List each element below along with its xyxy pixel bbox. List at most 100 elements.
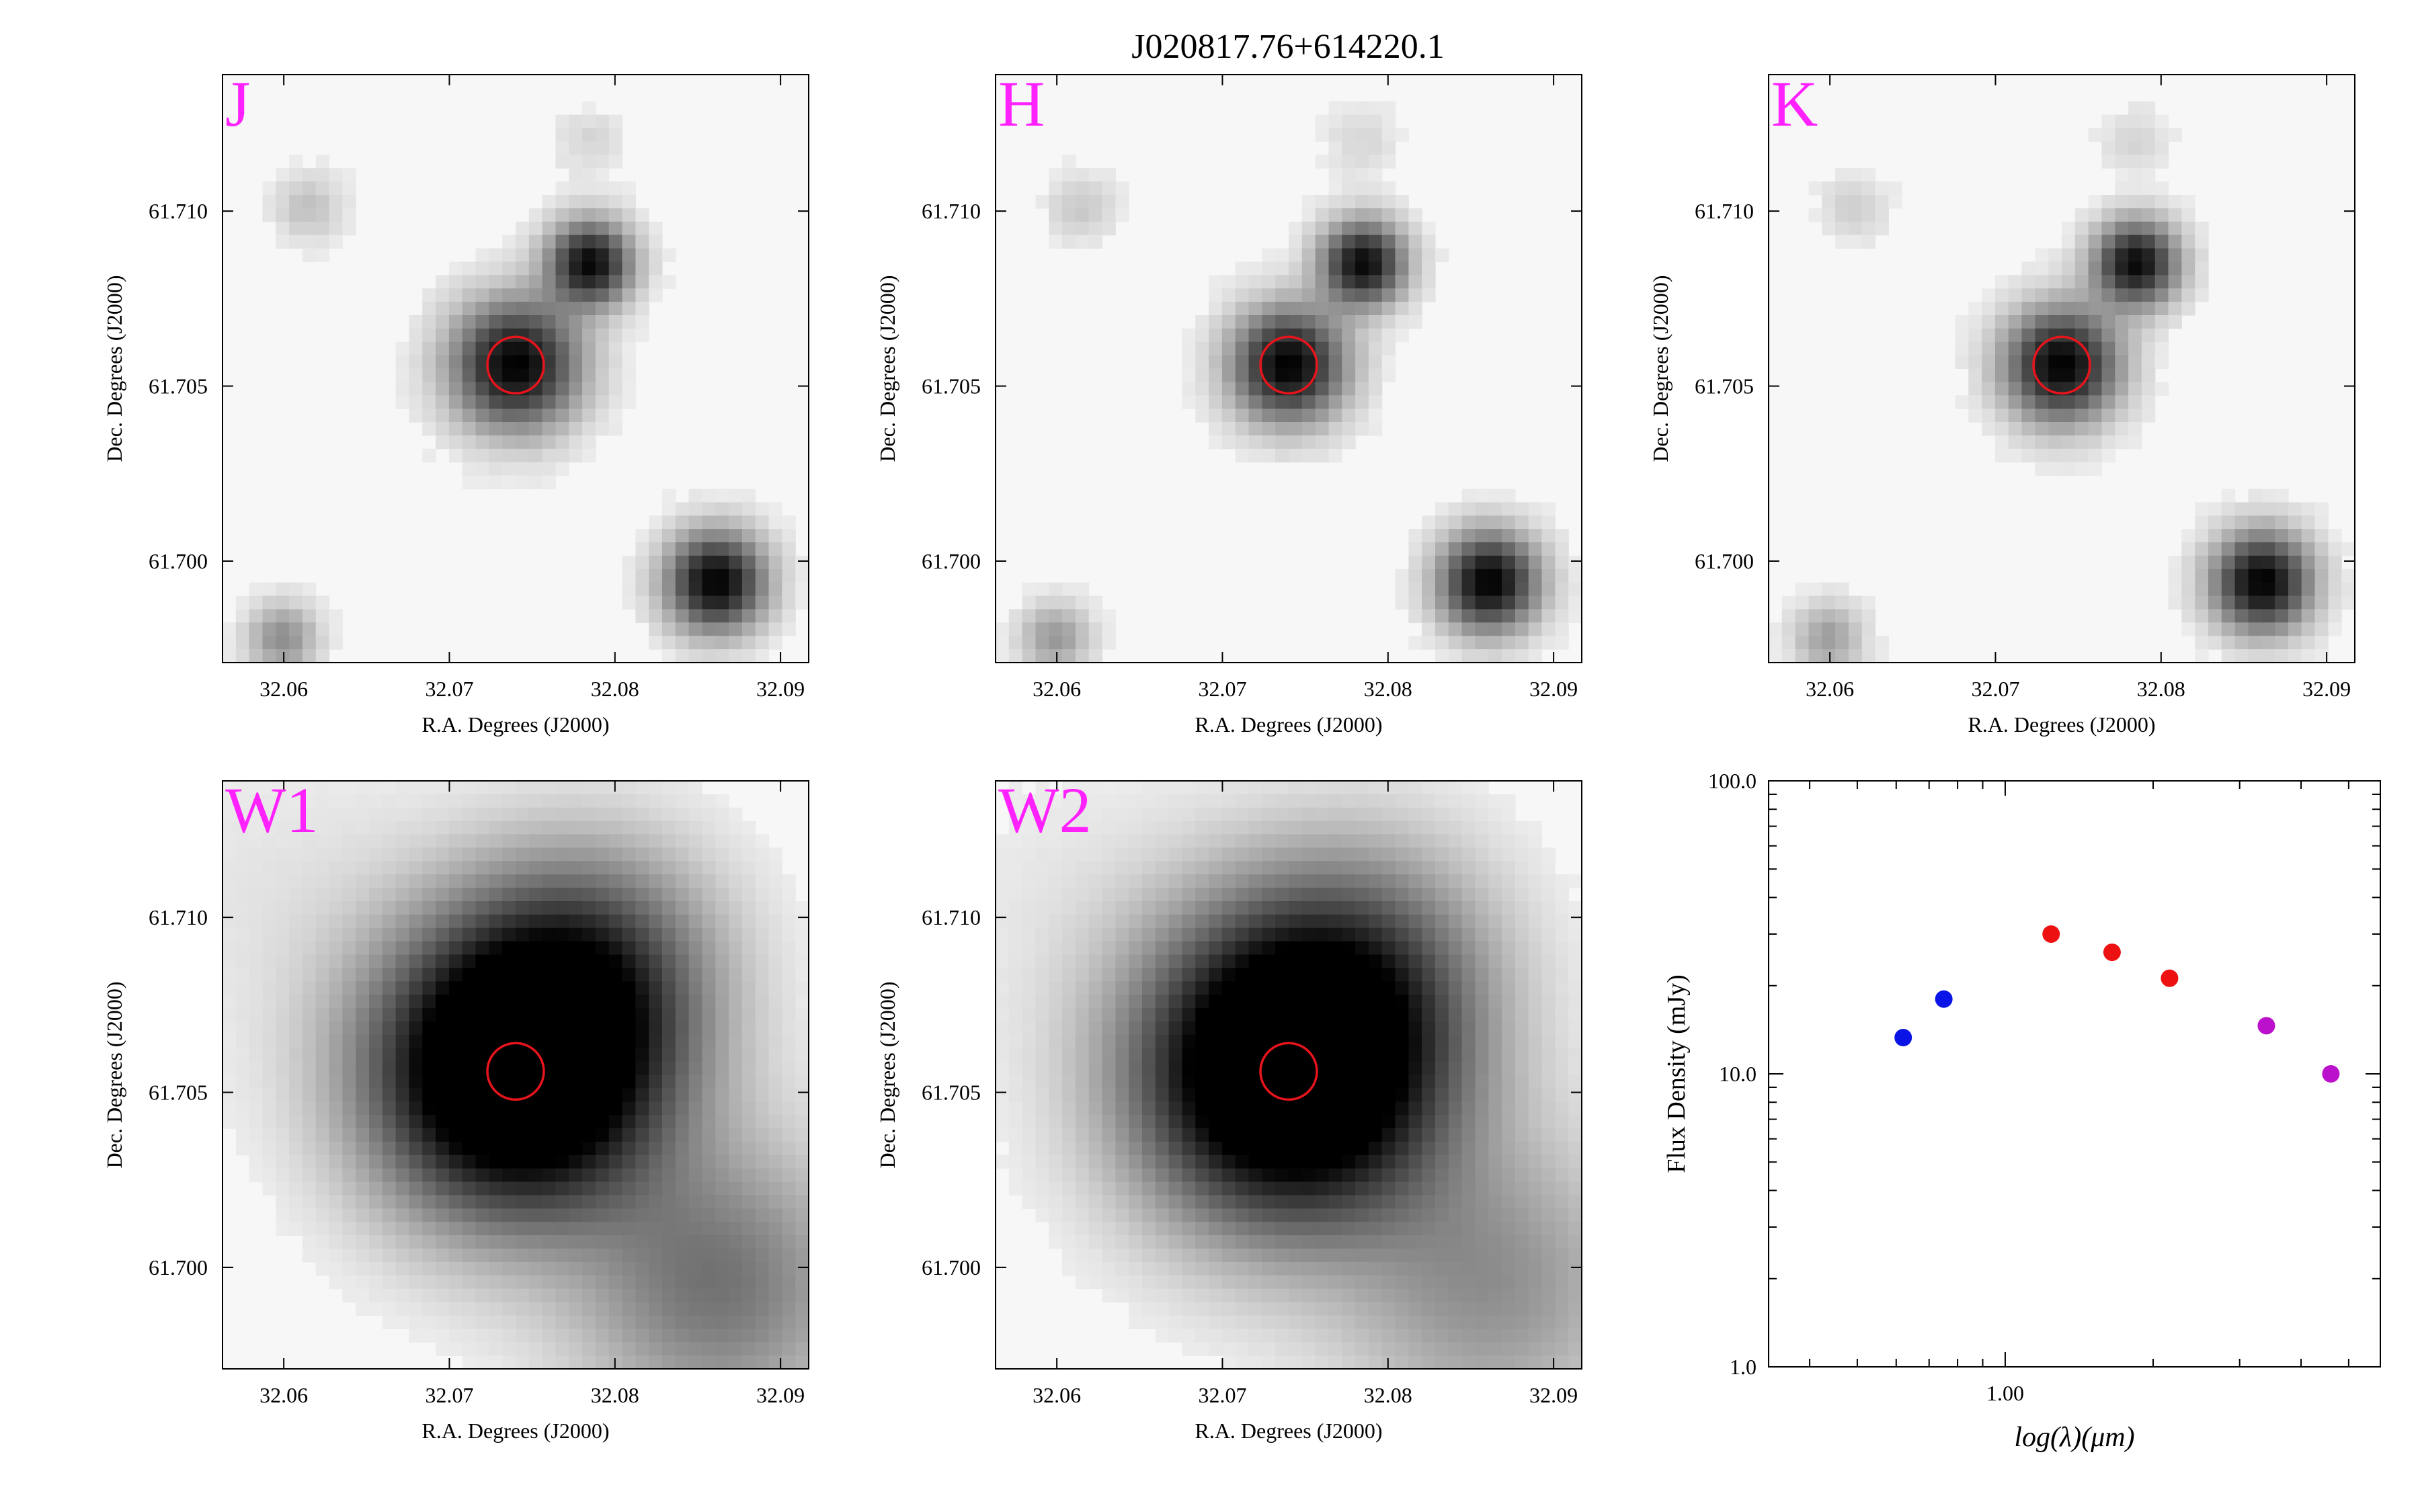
- image-pixel: [409, 1275, 423, 1290]
- image-pixel: [635, 1261, 649, 1276]
- image-pixel: [729, 1195, 743, 1209]
- image-pixel: [608, 1128, 623, 1142]
- image-pixel: [1008, 981, 1023, 995]
- image-pixel: [1368, 1195, 1383, 1209]
- image-pixel: [1328, 315, 1342, 329]
- image-pixel: [569, 114, 583, 129]
- image-pixel: [1448, 995, 1463, 1009]
- image-pixel: [542, 1249, 556, 1263]
- image-pixel: [569, 1141, 583, 1156]
- image-pixel: [1422, 636, 1436, 650]
- image-pixel: [1368, 302, 1383, 316]
- image-pixel: [1102, 1088, 1116, 1102]
- image-pixel: [528, 1329, 543, 1343]
- image-pixel: [223, 834, 237, 848]
- image-pixel: [688, 1061, 702, 1076]
- image-pixel: [1062, 1034, 1076, 1049]
- image-pixel: [1075, 235, 1090, 249]
- image-pixel: [1515, 1008, 1529, 1022]
- image-pixel: [1488, 609, 1502, 623]
- image-pixel: [1355, 901, 1369, 915]
- image-pixel: [2074, 448, 2089, 463]
- image-pixel: [1408, 1034, 1422, 1049]
- image-pixel: [1355, 141, 1369, 155]
- image-pixel: [595, 1355, 610, 1369]
- image-pixel: [1262, 1048, 1276, 1062]
- image-pixel: [302, 927, 317, 942]
- image-pixel: [2195, 555, 2209, 570]
- image-pixel: [315, 1088, 330, 1102]
- image-pixel: [382, 1034, 397, 1049]
- image-pixel: [1102, 1034, 1116, 1049]
- image-pixel: [1209, 1154, 1223, 1169]
- image-pixel: [489, 807, 503, 822]
- image-pixel: [409, 1101, 423, 1116]
- image-pixel: [528, 328, 543, 343]
- image-pixel: [502, 261, 516, 276]
- image-pixel: [755, 1048, 770, 1062]
- image-pixel: [315, 794, 330, 808]
- image-pixel: [502, 395, 516, 409]
- x-tick-label: 32.06: [1033, 677, 1081, 701]
- image-pixel: [1088, 821, 1103, 835]
- image-pixel: [1769, 649, 1783, 663]
- image-pixel: [395, 1195, 409, 1209]
- image-pixel: [782, 1342, 796, 1356]
- image-pixel: [235, 1141, 250, 1156]
- image-pixel: [1475, 636, 1489, 650]
- image-pixel: [795, 1008, 809, 1022]
- image-pixel: [1541, 995, 1556, 1009]
- image-pixel: [1221, 1075, 1236, 1089]
- image-pixel: [382, 1008, 397, 1022]
- image-pixel: [1129, 861, 1143, 875]
- image-pixel: [289, 1195, 303, 1209]
- image-pixel: [795, 995, 809, 1009]
- image-pixel: [502, 981, 516, 995]
- image-pixel: [329, 221, 343, 236]
- image-pixel: [1461, 1208, 1476, 1222]
- image-pixel: [1448, 807, 1463, 822]
- image-pixel: [1528, 941, 1543, 956]
- image-pixel: [342, 208, 356, 222]
- image-pixel: [502, 794, 516, 808]
- image-pixel: [1502, 1008, 1516, 1022]
- image-pixel: [1395, 1034, 1409, 1049]
- image-pixel: [2195, 636, 2209, 650]
- image-pixel: [1461, 981, 1476, 995]
- image-pixel: [356, 1275, 370, 1290]
- image-pixel: [1221, 315, 1236, 329]
- image-pixel: [608, 1088, 623, 1102]
- image-pixel: [462, 847, 477, 862]
- image-pixel: [369, 781, 383, 795]
- image-pixel: [1301, 1061, 1316, 1076]
- image-pixel: [422, 1208, 436, 1222]
- image-pixel: [462, 462, 477, 476]
- image-pixel: [302, 821, 317, 835]
- image-pixel: [1008, 1101, 1023, 1116]
- image-pixel: [688, 1261, 702, 1276]
- image-pixel: [409, 1261, 423, 1276]
- image-pixel: [1422, 901, 1436, 915]
- image-pixel: [1115, 1141, 1129, 1156]
- image-pixel: [582, 181, 596, 196]
- image-pixel: [1275, 1154, 1289, 1169]
- image-pixel: [702, 542, 716, 556]
- image-pixel: [569, 1128, 583, 1142]
- image-pixel: [1475, 1181, 1489, 1196]
- image-pixel: [649, 609, 663, 623]
- image-pixel: [1422, 529, 1436, 543]
- image-pixel: [1022, 1115, 1036, 1129]
- image-pixel: [276, 1061, 290, 1076]
- image-pixel: [262, 609, 276, 623]
- image-pixel: [1049, 1021, 1063, 1036]
- image-pixel: [1035, 807, 1049, 822]
- image-pixel: [1129, 847, 1143, 862]
- image-pixel: [1555, 1115, 1569, 1129]
- image-pixel: [2341, 595, 2355, 610]
- x-tick-label: 32.09: [756, 1383, 805, 1407]
- image-pixel: [649, 874, 663, 888]
- image-pixel: [1541, 1034, 1556, 1049]
- image-pixel: [409, 1208, 423, 1222]
- image-pixel: [1075, 609, 1090, 623]
- image-pixel: [1968, 368, 1982, 382]
